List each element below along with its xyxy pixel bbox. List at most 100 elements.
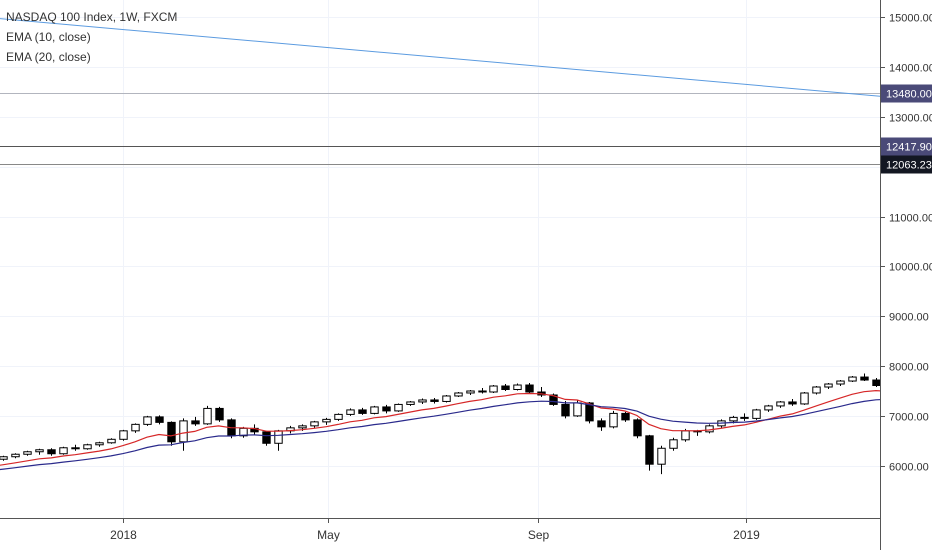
candle-body <box>95 442 104 446</box>
candle-body <box>645 435 654 465</box>
candle-body <box>179 420 188 443</box>
price-tick-label: 11000.00 <box>889 213 932 225</box>
time-tick-label: 2018 <box>110 528 137 542</box>
candle-body <box>633 419 642 437</box>
candle-body <box>382 406 391 412</box>
legend-symbol[interactable]: NASDAQ 100 Index, 1W, FXCM <box>6 10 178 24</box>
price-tick-label: 8000.00 <box>889 362 929 374</box>
ema-lines <box>0 389 932 471</box>
ema20-line <box>0 396 932 471</box>
price-line-label-bg <box>881 137 932 156</box>
candle-body <box>824 383 833 388</box>
candle-body <box>788 401 797 405</box>
candle-body <box>776 401 785 407</box>
candle-body <box>860 376 869 381</box>
candle-body <box>274 430 283 444</box>
legend-ema10[interactable]: EMA (10, close) <box>6 30 91 44</box>
candle-body <box>215 407 224 421</box>
candle-body <box>131 423 140 432</box>
candle-body <box>836 380 845 385</box>
candle-body <box>155 416 164 423</box>
candle-body <box>609 412 618 428</box>
candle-body <box>454 392 463 397</box>
candle-body <box>59 447 68 455</box>
gridlines <box>0 0 880 518</box>
candle-body <box>812 386 821 394</box>
candle-body <box>466 390 475 394</box>
candle-body <box>119 430 128 440</box>
candle-body <box>872 379 881 387</box>
candle-body <box>525 384 534 393</box>
time-tick-label: May <box>317 528 340 542</box>
price-tick-label: 13000.00 <box>889 113 932 125</box>
price-tick-label: 7000.00 <box>889 412 929 424</box>
time-tick-label: 2019 <box>733 528 760 542</box>
candle-body <box>669 439 678 449</box>
candle-body <box>11 453 20 458</box>
candle-body <box>322 418 331 423</box>
candle-body <box>681 430 690 441</box>
candle-body <box>418 399 427 403</box>
candle-body <box>729 416 738 422</box>
candlesticks <box>0 373 929 475</box>
price-tick-label: 15000.00 <box>889 13 932 25</box>
chart-legend: NASDAQ 100 Index, 1W, FXCM EMA (10, clos… <box>6 7 177 67</box>
candle-body <box>764 405 773 411</box>
candle-body <box>334 413 343 420</box>
candle-body <box>597 420 606 428</box>
price-line-label: 12063.23 <box>886 160 932 172</box>
ema10-line <box>0 389 932 466</box>
trendline-segment[interactable] <box>0 0 932 219</box>
horizontal-price-lines[interactable] <box>0 93 880 165</box>
price-tick-label: 10000.00 <box>889 262 932 274</box>
price-line-label-bg <box>881 155 932 174</box>
time-axis[interactable]: Sep2018MaySep2019MaySep2020MaySep2021May <box>0 518 932 542</box>
candle-body <box>501 385 510 390</box>
candle-body <box>107 438 116 444</box>
candle-body <box>489 385 498 393</box>
candle-body <box>406 401 415 405</box>
candle-body <box>740 416 749 419</box>
candle-body <box>262 431 271 444</box>
legend-ema20[interactable]: EMA (20, close) <box>6 50 91 64</box>
candle-body <box>0 456 8 460</box>
candle-body <box>848 376 857 382</box>
candle-body <box>573 402 582 417</box>
price-line-label: 13480.00 <box>886 89 932 101</box>
candle-body <box>442 395 451 402</box>
candle-body <box>752 409 761 419</box>
candle-body <box>478 390 487 393</box>
candle-body <box>346 409 355 415</box>
candle-body <box>143 416 152 425</box>
candle-body <box>621 412 630 421</box>
candle-body <box>167 421 176 443</box>
candle-body <box>657 447 666 465</box>
candle-body <box>430 399 439 402</box>
price-line-label: 12417.90 <box>886 142 932 154</box>
candle-body <box>191 420 200 425</box>
candle-body <box>585 402 594 422</box>
candle-body <box>394 403 403 412</box>
candle-body <box>35 449 44 453</box>
price-line-label-bg <box>881 84 932 103</box>
candle-body <box>203 407 212 425</box>
candle-body <box>23 451 32 455</box>
candle-body <box>298 425 307 429</box>
candle-body <box>800 392 809 405</box>
trendline[interactable] <box>0 0 932 219</box>
candle-body <box>47 449 56 455</box>
candle-body <box>705 425 714 433</box>
price-tick-label: 6000.00 <box>889 462 929 474</box>
candle-body <box>370 406 379 414</box>
price-tick-label: 9000.00 <box>889 312 929 324</box>
candle-body <box>310 421 319 427</box>
price-tick-label: 14000.00 <box>889 63 932 75</box>
candle-body <box>561 403 570 417</box>
candle-body <box>358 409 367 414</box>
candle-body <box>513 384 522 390</box>
candle-body <box>71 447 80 450</box>
candle-body <box>549 394 558 405</box>
time-tick-label: Sep <box>528 528 550 542</box>
price-line-labels: 13480.00 12417.90 12063.23 <box>881 84 932 174</box>
